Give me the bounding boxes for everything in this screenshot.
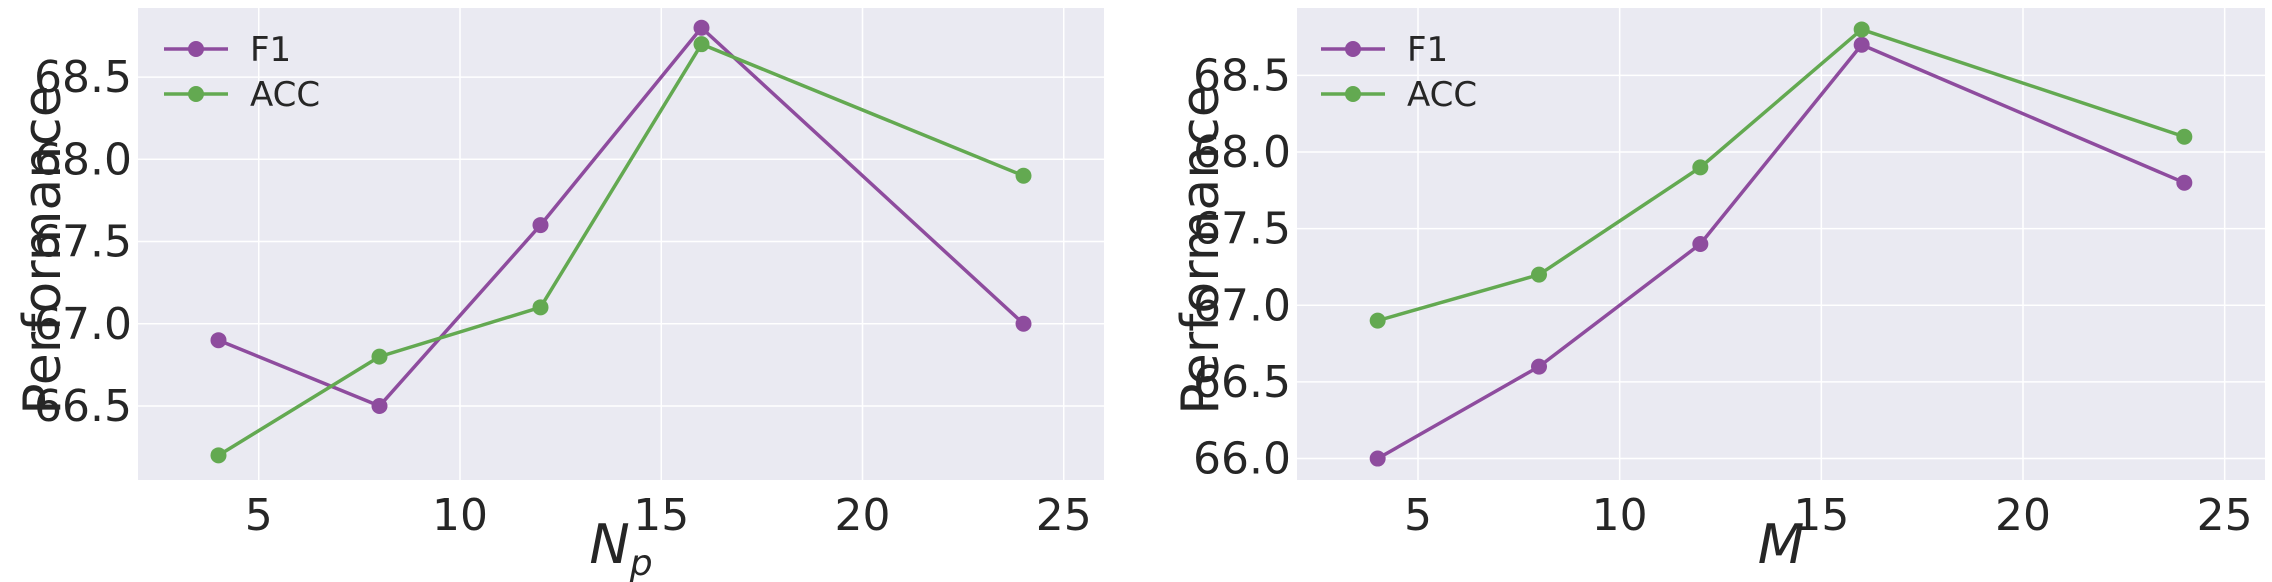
data-point-f1-left [371,397,388,414]
data-point-f1-right [1692,236,1709,252]
y-axis-label-left: Performance [13,85,73,415]
data-point-f1-left [1015,315,1032,332]
series-markers-right [1369,21,2193,467]
y-tick-labels-left: 66.5 67.0 67.5 68.0 68.5 [34,52,132,432]
y-tick-label-left: 68.0 [34,134,132,185]
y-tick-label-left: 68.5 [34,52,132,103]
y-tick-label-left: 67.5 [34,217,132,268]
data-point-f1-right [2176,174,2193,191]
x-axis-label-left-main: N [589,513,629,576]
chart-left: 5 10 15 20 25 66.5 67.0 67.5 68.0 68.5 Performan… [13,8,1104,582]
x-axis-label-right: M [1758,513,1805,576]
plot-area-left [138,8,1104,480]
legend-f1-label-right: F1 [1407,30,1448,70]
data-point-acc-right [2176,128,2193,145]
x-axis-label-left-subscript: p [629,543,653,582]
x-tick-label-left: 5 [245,490,273,541]
y-tick-label-right: 68.5 [1193,50,1291,101]
x-axis-label-left: Np [589,513,652,582]
series-markers-left [210,19,1032,464]
data-point-acc-right [1531,266,1547,283]
y-tick-labels-right: 66.0 66.5 67.0 67.5 68.0 68.5 [1193,50,1291,484]
plot-area-right [1297,8,2265,480]
y-tick-label-right: 66.5 [1193,357,1291,408]
data-point-f1-left [532,217,549,234]
x-tick-label-right: 5 [1404,490,1432,541]
y-tick-label-right: 66.0 [1193,434,1291,485]
legend-f1-label-left: F1 [250,30,291,70]
legend-acc-marker-left [188,86,204,102]
x-tick-label-left: 15 [633,490,689,541]
data-point-f1-left [693,19,710,36]
legend-f1-marker-left [188,41,204,57]
grid-left [138,8,1104,480]
data-point-f1-right [1369,450,1386,467]
y-axis-label-right: Performance [1171,85,1231,415]
x-tick-labels-left: 5 10 15 20 25 [245,490,1092,541]
chart-right: 5 10 15 20 25 66.0 66.5 67.0 67.5 68.0 68.5 Perfo… [1171,8,2265,576]
data-point-acc-left [210,447,227,464]
x-tick-label-right: 20 [1995,490,2051,541]
data-point-f1-right [1531,358,1547,375]
legend-acc-label-right: ACC [1407,75,1477,115]
data-point-acc-right [1369,312,1386,329]
y-tick-label-right: 67.5 [1193,204,1291,255]
y-tick-label-left: 67.0 [34,299,132,350]
x-tick-label-left: 20 [835,490,891,541]
data-point-acc-right [1853,21,1870,38]
data-point-acc-left [371,348,388,365]
legend-acc-marker-right [1345,86,1361,102]
legend-left: F1 ACC [164,30,320,115]
y-tick-label-left: 66.5 [34,381,132,432]
data-point-acc-left [1015,167,1032,184]
data-point-f1-left [210,332,227,349]
x-tick-label-left: 25 [1036,490,1092,541]
x-tick-label-right: 10 [1592,490,1648,541]
legend-right: F1 ACC [1321,30,1477,115]
x-axis-label-right-main: M [1758,513,1805,576]
data-point-acc-left [693,36,710,53]
y-tick-label-right: 67.0 [1193,280,1291,331]
y-tick-label-right: 68.0 [1193,127,1291,178]
x-tick-label-right: 25 [2197,490,2253,541]
grid-right [1297,8,2265,480]
x-tick-label-right: 15 [1793,490,1849,541]
data-point-f1-right [1853,36,1870,53]
data-point-acc-right [1692,159,1709,176]
legend-f1-marker-right [1345,41,1361,57]
data-point-acc-left [532,299,549,316]
x-tick-labels-right: 5 10 15 20 25 [1404,490,2253,541]
x-tick-label-left: 10 [432,490,488,541]
legend-acc-label-left: ACC [250,75,320,115]
